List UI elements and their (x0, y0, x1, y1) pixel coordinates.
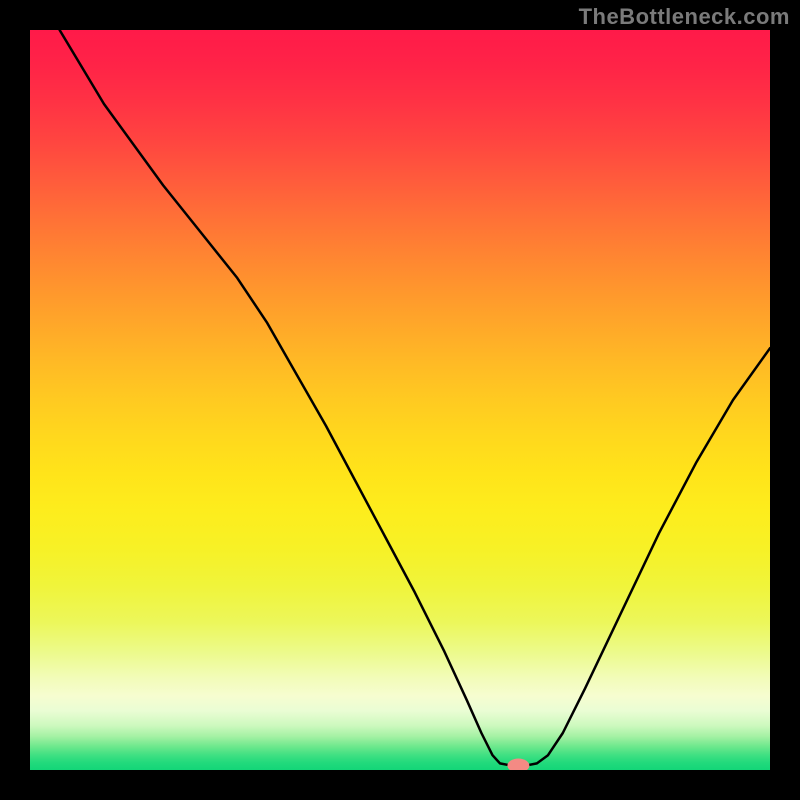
bottleneck-chart (0, 0, 800, 800)
gradient-background (30, 30, 770, 770)
chart-container: TheBottleneck.com (0, 0, 800, 800)
watermark-label: TheBottleneck.com (579, 4, 790, 30)
